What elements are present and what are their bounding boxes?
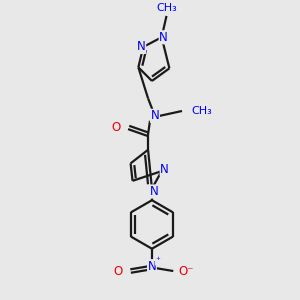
Text: N: N xyxy=(159,31,168,44)
Text: N: N xyxy=(151,109,159,122)
Text: N: N xyxy=(160,163,169,176)
Text: O: O xyxy=(112,121,121,134)
Text: CH₃: CH₃ xyxy=(192,106,212,116)
Text: O: O xyxy=(114,265,123,278)
Text: N: N xyxy=(137,40,146,53)
Text: N: N xyxy=(148,260,156,273)
Text: ⁺: ⁺ xyxy=(155,256,160,265)
Text: O⁻: O⁻ xyxy=(178,265,194,278)
Text: N: N xyxy=(149,185,158,198)
Text: CH₃: CH₃ xyxy=(156,3,177,13)
